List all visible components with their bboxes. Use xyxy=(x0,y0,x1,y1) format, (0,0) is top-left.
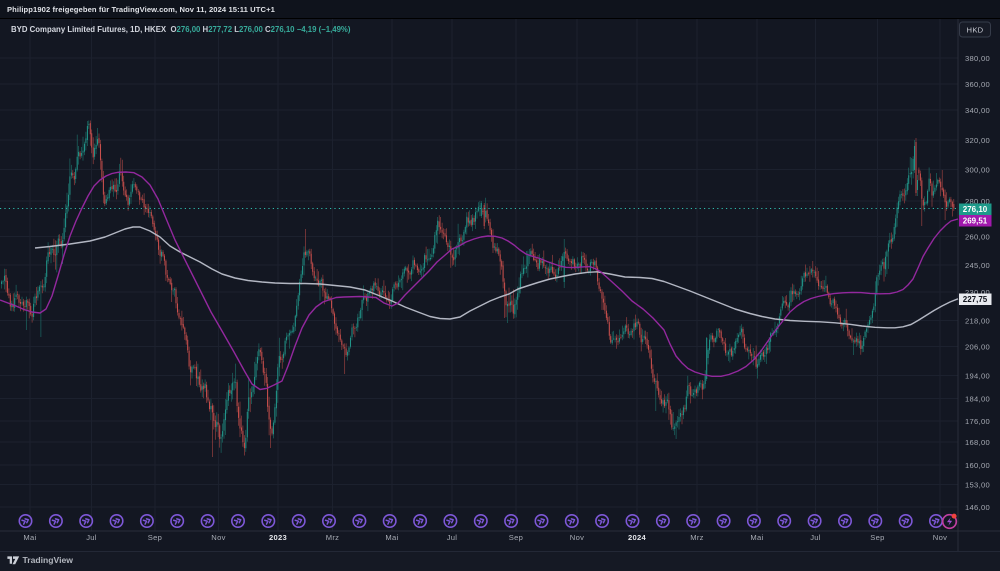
svg-text:Nov: Nov xyxy=(933,533,947,542)
svg-text:Jul: Jul xyxy=(447,533,458,542)
svg-text:Mai: Mai xyxy=(385,533,398,542)
svg-text:218,00: 218,00 xyxy=(965,316,990,325)
svg-text:280,00: 280,00 xyxy=(965,197,990,206)
svg-text:300,00: 300,00 xyxy=(965,165,990,174)
svg-text:2024: 2024 xyxy=(628,533,647,542)
svg-text:Sep: Sep xyxy=(509,533,523,542)
svg-text:245,00: 245,00 xyxy=(965,261,990,270)
svg-text:Mai: Mai xyxy=(750,533,763,542)
svg-text:380,00: 380,00 xyxy=(965,54,990,63)
svg-text:HKD: HKD xyxy=(967,26,984,35)
svg-text:Nov: Nov xyxy=(211,533,225,542)
svg-text:340,00: 340,00 xyxy=(965,106,990,115)
svg-text:Jul: Jul xyxy=(86,533,97,542)
svg-text:230,00: 230,00 xyxy=(965,288,990,297)
svg-text:Sep: Sep xyxy=(148,533,162,542)
svg-text:Mai: Mai xyxy=(23,533,36,542)
svg-text:320,00: 320,00 xyxy=(965,136,990,145)
svg-text:227,75: 227,75 xyxy=(963,295,988,304)
svg-text:206,00: 206,00 xyxy=(965,342,990,351)
svg-text:Nov: Nov xyxy=(570,533,584,542)
svg-text:276,10: 276,10 xyxy=(963,205,988,214)
svg-text:160,00: 160,00 xyxy=(965,461,990,470)
svg-text:153,00: 153,00 xyxy=(965,480,990,489)
svg-text:260,00: 260,00 xyxy=(965,232,990,241)
svg-text:176,00: 176,00 xyxy=(965,417,990,426)
svg-text:194,00: 194,00 xyxy=(965,371,990,380)
svg-text:Mrz: Mrz xyxy=(690,533,704,542)
svg-text:184,00: 184,00 xyxy=(965,394,990,403)
svg-text:Sep: Sep xyxy=(870,533,884,542)
svg-text:168,00: 168,00 xyxy=(965,438,990,447)
svg-text:360,00: 360,00 xyxy=(965,80,990,89)
svg-text:Jul: Jul xyxy=(810,533,821,542)
svg-text:2023: 2023 xyxy=(269,533,287,542)
svg-text:Mrz: Mrz xyxy=(326,533,340,542)
svg-text:269,51: 269,51 xyxy=(963,217,988,226)
svg-text:146,00: 146,00 xyxy=(965,503,990,512)
